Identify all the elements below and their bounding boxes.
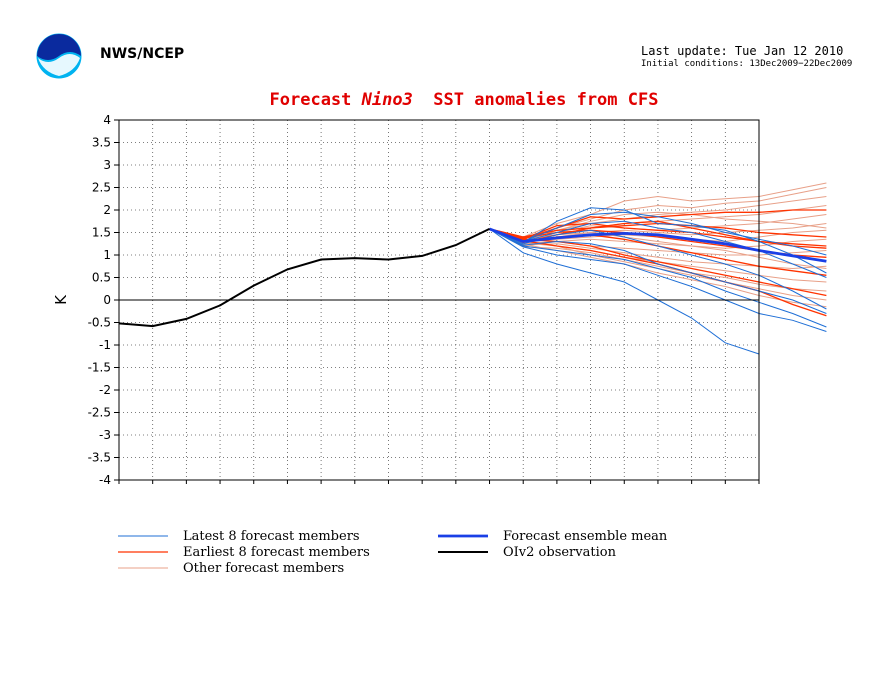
initial-conditions-label: Initial conditions: 13Dec2009−22Dec2009 (641, 59, 853, 69)
noaa-logo (35, 32, 83, 80)
earliest-member-line (489, 222, 827, 247)
latest-member-line (489, 228, 827, 332)
latest-member-line (489, 207, 827, 274)
other-member-line (489, 228, 827, 308)
earliest-member-line (489, 228, 827, 297)
y-tick-label: 2 (103, 203, 111, 217)
last-update-label: Last update: Tue Jan 12 2010 (641, 44, 844, 58)
y-tick-label: 1 (103, 248, 111, 262)
latest-member-line (489, 228, 827, 314)
other-member-line (489, 228, 827, 292)
latest-member-line (489, 228, 760, 355)
y-tick-label: -3.5 (88, 451, 111, 465)
legend-label-mean: Forecast ensemble mean (503, 529, 668, 544)
y-tick-label: -2 (99, 383, 111, 397)
legend-label-latest: Latest 8 forecast members (183, 529, 360, 544)
legend-label-obs: OIv2 observation (503, 545, 617, 560)
y-tick-label: 0 (103, 293, 111, 307)
ensemble-mean-line (489, 227, 827, 263)
y-tick-label: -1.5 (88, 361, 111, 375)
y-tick-label: -1 (99, 338, 111, 352)
org-label: NWS/NCEP (100, 46, 185, 62)
chart-title: Forecast Nino3 SST anomalies from CFS (0, 90, 880, 110)
chart-title-prefix: Forecast (269, 90, 362, 110)
y-tick-label: -0.5 (88, 316, 111, 330)
series-group (118, 182, 827, 355)
y-tick-label: -2.5 (88, 406, 111, 420)
legend-label-other: Other forecast members (183, 561, 344, 576)
chart-title-italic: Nino3 (361, 90, 413, 110)
y-tick-label: 3.5 (92, 136, 111, 150)
y-tick-label: 3 (103, 158, 111, 172)
axes: 4 3.5 3 2.5 2 1.5 1 0.5 0 -0.5 -1 -1.5 -2 -2.5 -3 -3.5 -… (88, 113, 760, 487)
y-axis-label: K (52, 294, 70, 305)
y-tick-label: -3 (99, 428, 111, 442)
y-tick-label: 0.5 (92, 271, 111, 285)
latest-member-line (489, 220, 827, 278)
latest-member-line (489, 211, 827, 256)
y-tick-label: 2.5 (92, 181, 111, 195)
latest-member-line (489, 228, 827, 328)
observation-line (118, 227, 490, 328)
y-tick-label: -4 (99, 473, 111, 487)
y-tick-label: 1.5 (92, 226, 111, 240)
y-tick-label: 4 (103, 113, 111, 127)
legend-label-earliest: Earliest 8 forecast members (183, 545, 370, 560)
chart-title-suffix: SST anomalies from CFS (412, 90, 659, 110)
